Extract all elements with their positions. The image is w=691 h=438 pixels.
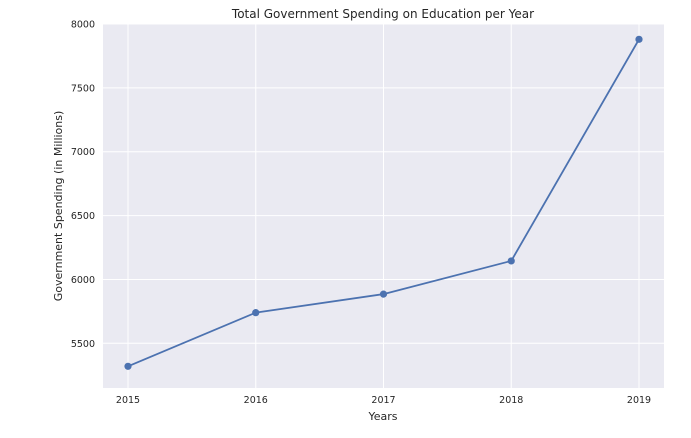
y-tick-label: 6000 [71,275,95,286]
tick-labels: 5500 6000 6500 7000 7500 8000 2015 2016 2017 2018… [71,20,651,407]
data-point-2016 [252,309,260,317]
data-point-2018 [507,257,515,265]
data-point-2019 [635,35,643,43]
data-point-2017 [379,290,388,298]
data-point-2015 [124,362,132,370]
y-tick-label: 8000 [71,20,95,31]
y-tick-label: 7000 [71,147,95,158]
series-layer [124,35,643,370]
x-tick-label: 2016 [244,395,268,406]
y-tick-label: 5500 [71,339,95,350]
x-tick-label: 2017 [371,395,395,406]
x-tick-label: 2015 [116,395,140,406]
x-tick-label: 2019 [627,395,651,406]
x-axis-label: Years [367,410,397,423]
y-tick-label: 7500 [71,83,95,94]
gridlines [103,23,664,388]
chart-title: Total Government Spending on Education p… [231,7,534,21]
y-axis-label: Government Spending (in Millions) [52,111,65,302]
y-tick-label: 6500 [71,211,95,222]
x-tick-label: 2018 [499,395,523,406]
